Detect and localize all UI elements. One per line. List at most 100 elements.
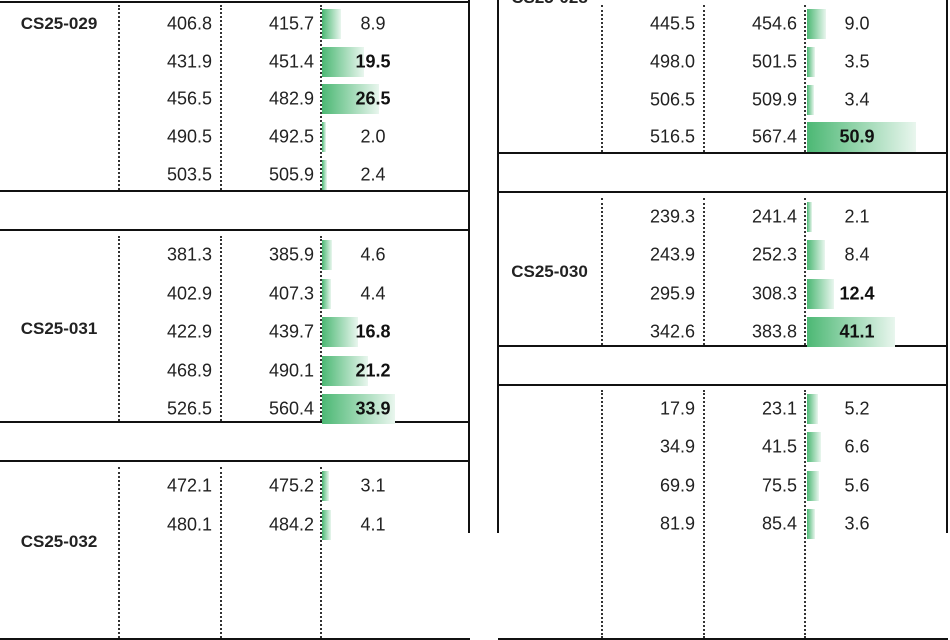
width-data-bar xyxy=(322,240,332,270)
hole-id: CS25-030 xyxy=(511,262,588,281)
from-value: 516.5 xyxy=(649,126,695,147)
from-value: 406.8 xyxy=(166,13,212,34)
to-value: 501.5 xyxy=(751,51,797,72)
from-value: 431.9 xyxy=(166,51,212,72)
width-value: 9.0 xyxy=(844,13,870,34)
width-data-bar xyxy=(807,202,812,232)
to-value: 454.6 xyxy=(751,13,797,34)
interval-row: 472.1 475.2 3.1 xyxy=(0,467,470,505)
left-table-right-border xyxy=(468,0,470,533)
width-value: 50.9 xyxy=(839,126,875,147)
interval-row: 526.5 560.4 33.9 xyxy=(0,390,470,428)
interval-row: 295.9 308.3 12.4 xyxy=(498,275,948,313)
interval-row: 69.9 75.5 5.6 xyxy=(498,467,948,505)
width-data-bar xyxy=(322,46,364,77)
drillhole-block: CS25-030 239.3 241.4 2.1 243.9 252.3 8.4 295.9 3… xyxy=(498,191,948,347)
interval-row: 34.9 41.5 6.6 xyxy=(498,428,948,466)
from-value: 490.5 xyxy=(166,126,212,147)
from-value: 422.9 xyxy=(166,321,212,342)
column-divider xyxy=(601,390,603,638)
right-table-right-border xyxy=(946,0,948,533)
interval-row: 406.8 415.7 8.9 xyxy=(0,5,470,43)
width-value: 5.2 xyxy=(844,398,870,419)
width-data-bar xyxy=(807,84,815,115)
column-divider xyxy=(118,236,120,421)
hole-id: CS25-029 xyxy=(20,14,98,33)
interval-row: 498.0 501.5 3.5 xyxy=(498,43,948,81)
to-value: 23.1 xyxy=(761,398,797,419)
column-divider xyxy=(320,236,322,421)
width-value: 3.1 xyxy=(360,475,386,496)
width-data-bar xyxy=(322,355,368,386)
interval-row: 468.9 490.1 21.2 xyxy=(0,352,470,390)
drillhole-block: 17.9 23.1 5.2 34.9 41.5 6.6 69.9 75.5 5.6 81.9 85.… xyxy=(498,384,948,640)
width-data-bar xyxy=(807,470,820,501)
column-divider xyxy=(804,390,806,638)
column-divider xyxy=(703,5,705,152)
from-value: 402.9 xyxy=(166,283,212,303)
column-divider xyxy=(118,5,120,190)
from-value: 506.5 xyxy=(649,89,695,110)
width-data-bar xyxy=(322,509,331,540)
to-value: 492.5 xyxy=(268,126,314,147)
width-data-bar xyxy=(322,159,328,190)
right-intercept-table: CS25-028445.5454.69.0498.0501.53.5506.55… xyxy=(498,0,948,640)
width-value: 4.6 xyxy=(360,244,386,265)
from-value: 498.0 xyxy=(649,51,695,72)
width-value: 2.1 xyxy=(844,206,870,227)
to-value: 560.4 xyxy=(268,398,314,419)
to-value: 308.3 xyxy=(751,283,797,304)
to-value: 415.7 xyxy=(268,13,314,34)
drillhole-block: CS25-029 406.8 415.7 8.9 431.9 451.4 19.5 456.5… xyxy=(0,1,470,192)
width-value: 5.6 xyxy=(844,475,870,496)
width-data-bar xyxy=(322,122,327,153)
interval-row: 445.5 454.6 9.0 xyxy=(498,5,948,43)
to-value: 383.8 xyxy=(751,321,797,342)
interval-row: 243.9 252.3 8.4 xyxy=(498,236,948,274)
from-value: 17.9 xyxy=(659,398,695,419)
hole-id: CS25-028 xyxy=(498,0,601,8)
width-value: 41.1 xyxy=(839,321,875,342)
column-divider xyxy=(804,198,806,345)
width-value: 19.5 xyxy=(355,51,391,72)
width-data-bar xyxy=(807,46,815,77)
column-divider xyxy=(601,5,603,152)
interval-row: 342.6 383.8 41.1 xyxy=(498,313,948,351)
width-data-bar xyxy=(807,240,826,271)
width-data-bar xyxy=(807,508,815,539)
interval-row: 506.5 509.9 3.4 xyxy=(498,81,948,119)
from-value: 342.6 xyxy=(649,321,695,342)
from-value: 243.9 xyxy=(649,244,695,265)
width-data-bar xyxy=(322,471,329,501)
from-value: 34.9 xyxy=(659,436,695,457)
from-value: 503.5 xyxy=(166,164,212,185)
width-value: 2.4 xyxy=(360,164,386,185)
from-value: 480.1 xyxy=(166,514,212,534)
drillhole-block: CS25-028445.5454.69.0498.0501.53.5506.55… xyxy=(498,0,948,154)
column-divider xyxy=(804,5,806,152)
interval-row: 456.5 482.9 26.5 xyxy=(0,80,470,118)
width-data-bar xyxy=(322,9,342,39)
interval-row: 480.1 484.2 4.1 xyxy=(0,506,470,544)
to-value: 75.5 xyxy=(761,475,797,496)
interval-row: 239.3 241.4 2.1 xyxy=(498,198,948,236)
width-data-bar xyxy=(807,394,819,424)
interval-row: 381.3 385.9 4.6 xyxy=(0,236,470,274)
width-value: 12.4 xyxy=(839,283,875,304)
to-value: 567.4 xyxy=(751,126,797,147)
width-value: 8.4 xyxy=(844,244,870,265)
interval-row: 431.9 451.4 19.5 xyxy=(0,43,470,81)
width-value: 26.5 xyxy=(355,88,391,109)
interval-row: 17.9 23.1 5.2 xyxy=(498,390,948,428)
interval-row: 81.9 85.4 3.6 xyxy=(498,505,948,543)
from-value: 81.9 xyxy=(659,513,695,534)
from-value: 472.1 xyxy=(166,475,212,496)
width-value: 4.1 xyxy=(360,514,386,534)
to-value: 505.9 xyxy=(268,164,314,185)
to-value: 451.4 xyxy=(268,51,314,72)
to-value: 509.9 xyxy=(751,89,797,110)
left-intercept-table: CS25-029 406.8 415.7 8.9 431.9 451.4 19.5 456.5… xyxy=(0,0,470,640)
from-value: 526.5 xyxy=(166,398,212,419)
width-data-bar xyxy=(807,278,834,309)
width-data-bar xyxy=(807,9,827,39)
